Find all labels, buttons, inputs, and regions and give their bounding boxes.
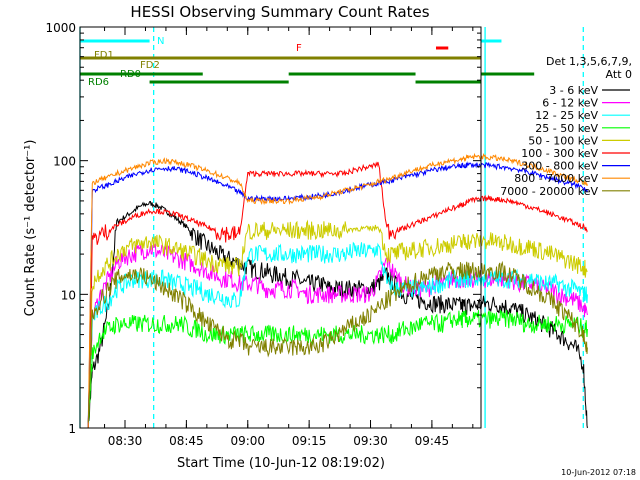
- annotation-label: F: [296, 43, 302, 54]
- x-tick-label: 09:15: [292, 434, 327, 448]
- series-line: [87, 161, 588, 429]
- y-tick-label: 100: [53, 155, 76, 169]
- legend-header-line-1: Det 1,3,5,6,7,9,: [546, 55, 632, 68]
- y-axis-label: Count Rate (s⁻¹ detector⁻¹): [23, 140, 38, 317]
- series-line: [87, 260, 588, 423]
- y-tick-label: 10: [61, 288, 76, 302]
- legend-item-label: 12 - 25 keV: [535, 109, 598, 122]
- legend-header-line-2: Att 0: [606, 68, 632, 81]
- annotation-label: RD6: [88, 77, 109, 88]
- y-tick-label: 1000: [45, 21, 76, 35]
- annotation-label: N: [157, 36, 164, 47]
- legend-item-label: 50 - 100 keV: [528, 134, 598, 147]
- x-tick-label: 09:30: [353, 434, 388, 448]
- series-line: [87, 152, 588, 429]
- axis-ticks: 08:30 08:45 09:00 09:15 09:30 09:45 1 10 100 1000: [45, 21, 481, 448]
- legend-item-label: 6 - 12 keV: [542, 97, 598, 110]
- series-line: [87, 200, 588, 429]
- x-tick-label: 08:45: [169, 434, 204, 448]
- legend-item-label: 800 - 7000 keV: [514, 172, 598, 185]
- series-line: [87, 309, 588, 429]
- x-tick-label: 09:00: [230, 434, 265, 448]
- series-line: [87, 219, 588, 429]
- legend-item-label: 300 - 800 keV: [521, 160, 598, 173]
- legend-item-label: 100 - 300 keV: [521, 147, 598, 160]
- y-tick-label: 1: [68, 422, 76, 436]
- x-tick-label: 08:30: [108, 434, 143, 448]
- x-axis-label: Start Time (10-Jun-12 08:19:02): [177, 456, 385, 471]
- annotation-label: FD1: [94, 50, 114, 61]
- series-line: [87, 161, 588, 429]
- chart-title: HESSI Observing Summary Count Rates: [130, 3, 429, 21]
- timestamp: 10-Jun-2012 07:18: [561, 468, 636, 477]
- annotation-label: FD2: [140, 60, 160, 71]
- legend-item-label: 3 - 6 keV: [549, 84, 598, 97]
- legend-item-label: 7000 - 20000 keV: [500, 185, 598, 198]
- annotation-label: RD0: [120, 69, 141, 80]
- series-line: [87, 241, 588, 424]
- x-tick-label: 09:45: [415, 434, 450, 448]
- plot-frame: [79, 26, 482, 429]
- legend-item-label: 25 - 50 keV: [535, 122, 598, 135]
